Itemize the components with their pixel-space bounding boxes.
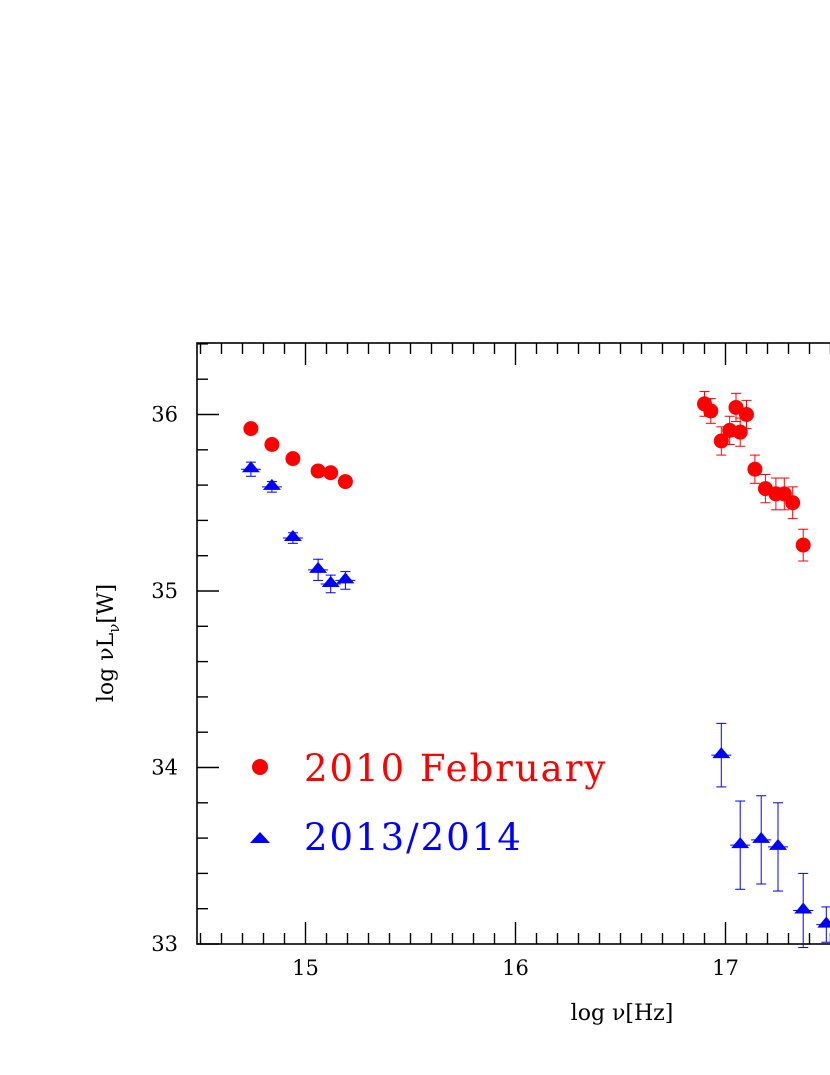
data-point: [261, 478, 282, 493]
tick-labels: 15 16 17 33 34 35 36: [151, 403, 739, 981]
marker-circle: [310, 463, 326, 479]
x-tick-label: 17: [712, 956, 739, 980]
data-point: [285, 451, 301, 467]
legend-marker-triangle: [250, 832, 270, 843]
marker-triangle: [262, 478, 281, 490]
marker-circle: [795, 537, 811, 553]
y-axis-label: log νLν[W]: [94, 584, 123, 702]
x-tick-label: 15: [292, 956, 319, 980]
marker-circle: [323, 465, 339, 481]
legend-marker-circle: [252, 759, 268, 775]
marker-circle: [747, 461, 763, 477]
x-axis-label: log ν[Hz]: [571, 1001, 674, 1026]
data-marks: [240, 391, 830, 949]
data-point: [337, 474, 353, 490]
marker-circle: [785, 495, 801, 511]
marker-triangle: [752, 831, 771, 843]
marker-triangle: [731, 837, 750, 849]
data-point: [711, 722, 732, 788]
data-point: [816, 906, 830, 943]
marker-triangle: [769, 838, 787, 850]
marker-triangle: [336, 572, 355, 584]
marker-circle: [285, 451, 301, 467]
data-point: [335, 571, 356, 590]
data-point: [739, 399, 754, 430]
series-2010-february: [243, 391, 811, 562]
marker-triangle: [309, 561, 328, 573]
data-point: [320, 574, 341, 594]
legend: 2010 February 2013/2014: [250, 747, 607, 859]
axis-ticks: [197, 343, 830, 945]
data-point: [308, 558, 329, 581]
marker-circle: [337, 474, 353, 490]
data-point: [282, 530, 303, 544]
y-tick-label: 35: [151, 579, 178, 603]
data-point: [768, 802, 788, 892]
legend-item-2010-february: 2010 February: [252, 747, 607, 790]
data-point: [793, 872, 814, 949]
data-point: [240, 461, 261, 477]
marker-circle: [243, 421, 259, 437]
marker-triangle: [817, 916, 830, 928]
data-point: [728, 392, 744, 423]
marker-triangle: [794, 902, 813, 914]
data-point: [310, 463, 326, 479]
data-point: [732, 417, 748, 447]
marker-triangle: [283, 530, 302, 542]
data-point: [323, 465, 339, 481]
y-tick-label: 34: [151, 756, 178, 780]
legend-label-2010-february: 2010 February: [304, 747, 607, 790]
legend-item-2013-2014: 2013/2014: [250, 816, 523, 859]
marker-circle: [264, 437, 280, 453]
data-point: [751, 795, 772, 885]
data-point: [730, 800, 751, 890]
data-point: [785, 486, 801, 520]
marker-triangle: [712, 747, 731, 759]
data-point: [747, 454, 763, 484]
series-2013-2014: [240, 461, 830, 949]
marker-triangle: [241, 461, 260, 473]
data-point: [795, 528, 811, 562]
marker-circle: [728, 399, 744, 415]
plot-frame: [196, 342, 830, 945]
data-point: [703, 398, 719, 424]
y-tick-label: 33: [151, 932, 178, 956]
marker-triangle: [321, 575, 340, 587]
legend-label-2013-2014: 2013/2014: [304, 816, 523, 859]
data-point: [264, 437, 280, 453]
marker-circle: [732, 424, 748, 440]
y-tick-label: 36: [151, 403, 178, 427]
x-tick-label: 16: [502, 956, 529, 980]
marker-circle: [739, 407, 754, 422]
data-point: [243, 421, 259, 437]
marker-circle: [703, 403, 719, 419]
